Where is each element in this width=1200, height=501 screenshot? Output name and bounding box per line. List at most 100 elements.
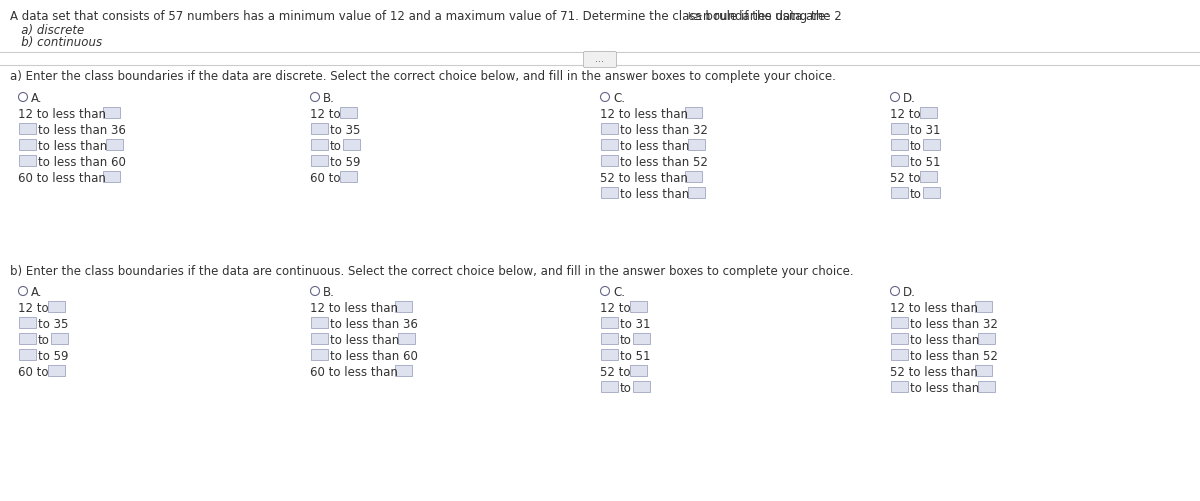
FancyBboxPatch shape [634, 381, 650, 392]
FancyBboxPatch shape [630, 301, 647, 312]
FancyBboxPatch shape [601, 349, 618, 360]
Circle shape [600, 287, 610, 296]
Text: to: to [620, 382, 632, 395]
Text: D.: D. [904, 286, 916, 299]
FancyBboxPatch shape [601, 139, 618, 150]
FancyBboxPatch shape [890, 155, 908, 166]
Text: 60 to less than: 60 to less than [18, 172, 106, 185]
Text: to 59: to 59 [38, 350, 68, 363]
Text: B.: B. [323, 92, 335, 105]
Text: to 31: to 31 [910, 124, 941, 137]
FancyBboxPatch shape [688, 187, 706, 198]
Text: A data set that consists of 57 numbers has a minimum value of 12 and a maximum v: A data set that consists of 57 numbers h… [10, 10, 841, 23]
Text: 12 to less than: 12 to less than [890, 302, 978, 315]
Text: to: to [38, 334, 50, 347]
Text: A.: A. [31, 92, 42, 105]
Text: 52 to: 52 to [600, 366, 630, 379]
FancyBboxPatch shape [19, 123, 36, 134]
Text: to: to [330, 140, 342, 153]
Text: C.: C. [613, 92, 625, 105]
Text: to less than: to less than [330, 334, 400, 347]
FancyBboxPatch shape [19, 139, 36, 150]
FancyBboxPatch shape [919, 171, 936, 182]
FancyBboxPatch shape [630, 365, 647, 376]
FancyBboxPatch shape [890, 333, 908, 344]
Text: to less than 36: to less than 36 [330, 318, 418, 331]
Text: to less than: to less than [620, 188, 689, 201]
Text: to: to [910, 140, 922, 153]
Text: a) discrete: a) discrete [10, 24, 84, 37]
FancyBboxPatch shape [398, 333, 415, 344]
Text: to less than 60: to less than 60 [38, 156, 126, 169]
Text: to 35: to 35 [330, 124, 360, 137]
FancyBboxPatch shape [311, 123, 328, 134]
FancyBboxPatch shape [48, 301, 65, 312]
Circle shape [600, 93, 610, 102]
FancyBboxPatch shape [583, 52, 617, 68]
FancyBboxPatch shape [890, 139, 908, 150]
FancyBboxPatch shape [50, 333, 68, 344]
Text: to: to [620, 334, 632, 347]
Text: to 59: to 59 [330, 156, 360, 169]
FancyBboxPatch shape [340, 171, 356, 182]
Text: 12 to: 12 to [18, 302, 49, 315]
FancyBboxPatch shape [890, 317, 908, 328]
Text: b) Enter the class boundaries if the data are continuous. Select the correct cho: b) Enter the class boundaries if the dat… [10, 265, 853, 278]
Text: to less than: to less than [620, 140, 689, 153]
FancyBboxPatch shape [19, 349, 36, 360]
FancyBboxPatch shape [978, 381, 995, 392]
Text: to 51: to 51 [910, 156, 941, 169]
FancyBboxPatch shape [601, 187, 618, 198]
Text: 12 to less than: 12 to less than [18, 108, 106, 121]
FancyBboxPatch shape [923, 187, 940, 198]
FancyBboxPatch shape [923, 139, 940, 150]
FancyBboxPatch shape [688, 139, 706, 150]
FancyBboxPatch shape [684, 107, 702, 118]
FancyBboxPatch shape [890, 187, 908, 198]
FancyBboxPatch shape [974, 301, 991, 312]
Text: to less than 32: to less than 32 [620, 124, 708, 137]
FancyBboxPatch shape [19, 333, 36, 344]
FancyBboxPatch shape [311, 139, 328, 150]
Circle shape [311, 287, 319, 296]
Text: 12 to less than: 12 to less than [600, 108, 688, 121]
Text: 52 to less than: 52 to less than [600, 172, 688, 185]
FancyBboxPatch shape [19, 155, 36, 166]
Text: 12 to: 12 to [600, 302, 631, 315]
FancyBboxPatch shape [395, 301, 412, 312]
Text: 60 to less than: 60 to less than [310, 366, 398, 379]
FancyBboxPatch shape [890, 123, 908, 134]
Text: to less than 52: to less than 52 [620, 156, 708, 169]
FancyBboxPatch shape [601, 381, 618, 392]
FancyBboxPatch shape [311, 317, 328, 328]
Text: to 35: to 35 [38, 318, 68, 331]
Text: 12 to less than: 12 to less than [310, 302, 398, 315]
Text: to less than 52: to less than 52 [910, 350, 998, 363]
FancyBboxPatch shape [919, 107, 936, 118]
Text: C.: C. [613, 286, 625, 299]
FancyBboxPatch shape [48, 365, 65, 376]
Text: to less than: to less than [910, 334, 979, 347]
Text: 60 to: 60 to [18, 366, 48, 379]
Text: 60 to: 60 to [310, 172, 341, 185]
Circle shape [311, 93, 319, 102]
Circle shape [890, 287, 900, 296]
FancyBboxPatch shape [974, 365, 991, 376]
Text: 52 to: 52 to [890, 172, 920, 185]
FancyBboxPatch shape [601, 123, 618, 134]
FancyBboxPatch shape [311, 155, 328, 166]
FancyBboxPatch shape [684, 171, 702, 182]
Text: to less than 36: to less than 36 [38, 124, 126, 137]
Text: a) Enter the class boundaries if the data are discrete. Select the correct choic: a) Enter the class boundaries if the dat… [10, 70, 836, 83]
FancyBboxPatch shape [634, 333, 650, 344]
Text: to less than 32: to less than 32 [910, 318, 998, 331]
FancyBboxPatch shape [890, 381, 908, 392]
FancyBboxPatch shape [311, 333, 328, 344]
Text: B.: B. [323, 286, 335, 299]
FancyBboxPatch shape [102, 107, 120, 118]
FancyBboxPatch shape [890, 349, 908, 360]
Text: b) continuous: b) continuous [10, 36, 102, 49]
Circle shape [890, 93, 900, 102]
FancyBboxPatch shape [311, 349, 328, 360]
Circle shape [18, 287, 28, 296]
